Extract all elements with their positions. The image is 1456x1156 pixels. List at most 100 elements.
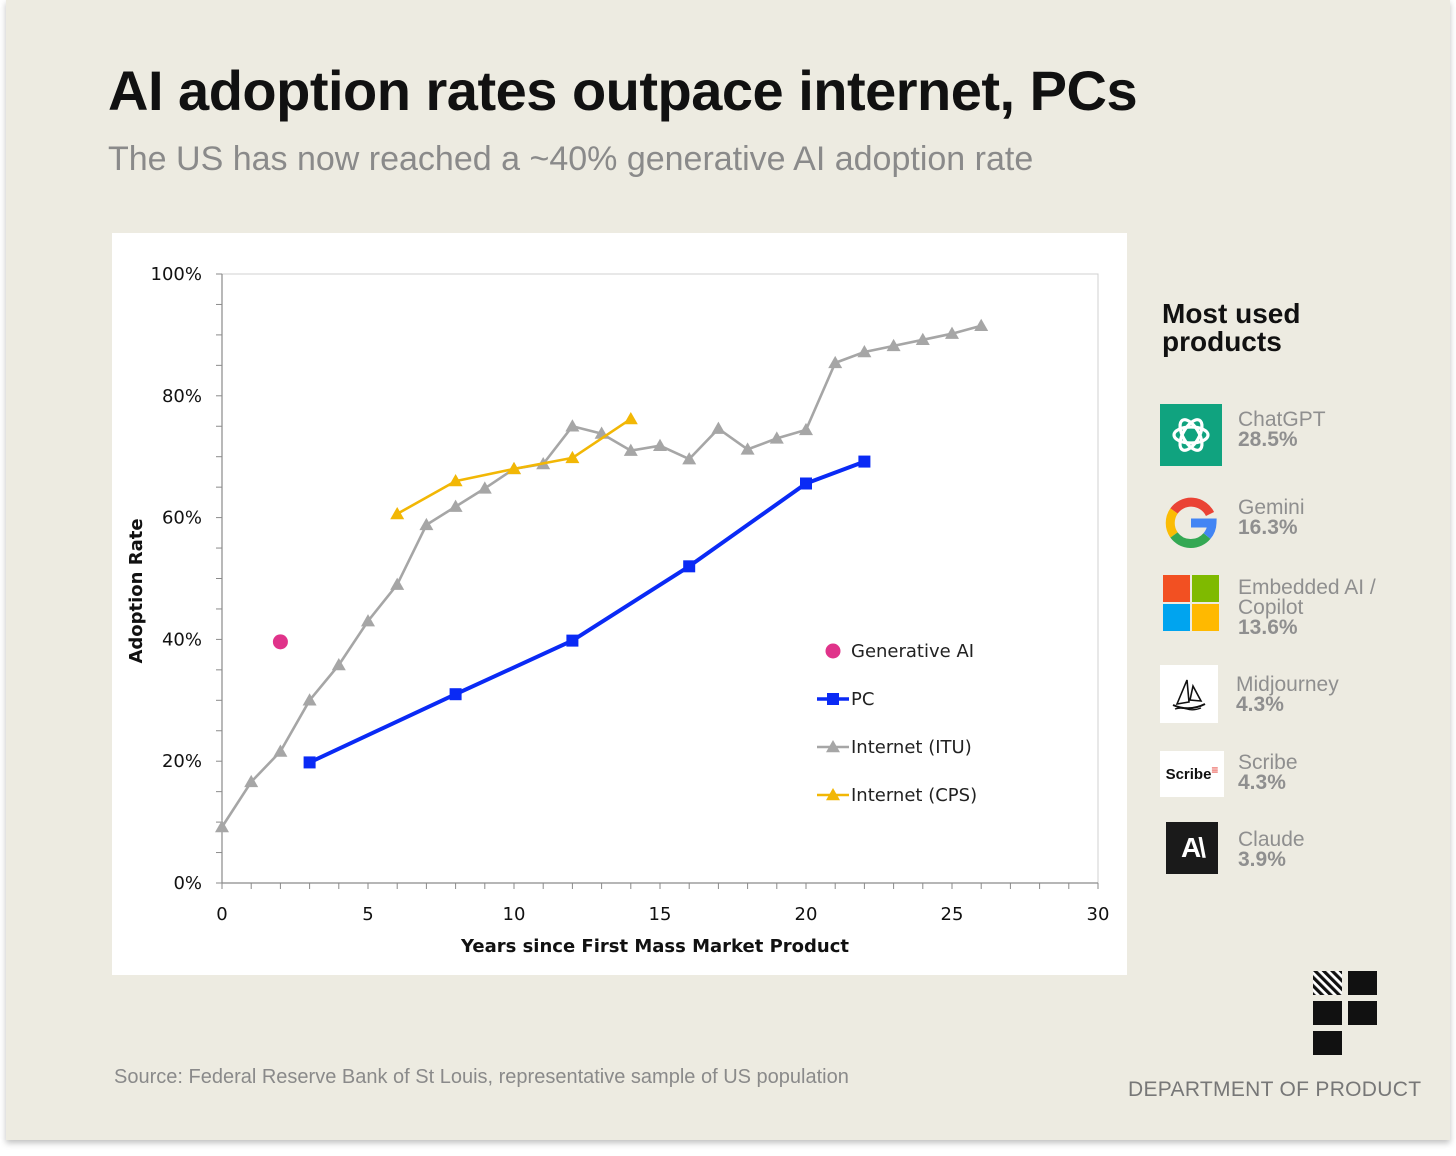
product-label: Scribe <box>1238 751 1298 774</box>
chart-panel: 0 5 10 15 20 25 30 0% 20% 40% 60% 80% 100% Generativ… <box>112 233 1127 975</box>
data-point-pc <box>303 756 316 769</box>
product-label: Midjourney <box>1236 673 1339 696</box>
data-point-internet-itu <box>361 614 375 627</box>
data-point-internet-itu <box>769 431 784 444</box>
data-point-internet-itu <box>273 744 288 757</box>
product-name: ChatGPT 28.5% <box>1238 408 1438 451</box>
data-point-internet-itu <box>828 355 843 369</box>
data-point-internet-itu <box>711 421 726 434</box>
chatgpt-logo-icon <box>1160 404 1222 466</box>
product-item-claude: A\ Claude 3.9% <box>1160 822 1440 892</box>
x-tick-label: 25 <box>941 904 964 925</box>
scribe-logo-text: Scribe <box>1165 765 1212 783</box>
y-tick-label: 20% <box>162 751 202 772</box>
product-item-midjourney: Midjourney 4.3% <box>1160 665 1440 735</box>
data-point-internet-itu <box>331 657 346 671</box>
data-point-internet-itu <box>244 774 259 788</box>
legend-marker-internet-cps <box>826 788 840 801</box>
legend-label-generative-ai: Generative AI <box>851 641 974 662</box>
product-share: 28.5% <box>1238 428 1298 451</box>
midjourney-logo-icon <box>1160 665 1218 723</box>
product-label: Claude <box>1238 828 1305 851</box>
product-name: Embedded AI / Copilot 13.6% <box>1238 576 1438 639</box>
series-pc <box>303 455 871 769</box>
product-share: 4.3% <box>1238 771 1286 794</box>
product-item-gemini: Gemini 16.3% <box>1160 492 1440 562</box>
data-point-pc <box>449 688 462 701</box>
data-point-internet-itu <box>682 452 697 465</box>
y-tick-label: 40% <box>162 629 202 650</box>
data-point-internet-itu <box>857 344 872 358</box>
data-point-internet-itu <box>390 577 405 590</box>
data-point-pc <box>858 455 871 468</box>
data-point-internet-itu <box>974 318 989 332</box>
data-point-internet-cps <box>565 450 580 464</box>
x-tick-label: 10 <box>503 904 526 925</box>
x-axis-title: Years since First Mass Market Product <box>460 936 849 957</box>
data-point-pc <box>566 634 579 647</box>
y-tick-label: 0% <box>173 873 202 894</box>
data-point-internet-itu <box>477 481 492 494</box>
product-item-chatgpt: ChatGPT 28.5% <box>1160 404 1440 474</box>
x-tick-label: 15 <box>649 904 672 925</box>
series-line-pc <box>308 459 866 765</box>
source-note: Source: Federal Reserve Bank of St Louis… <box>114 1066 849 1088</box>
data-point-internet-itu <box>302 693 317 706</box>
product-name: Gemini 16.3% <box>1238 496 1438 539</box>
data-point-internet-cps <box>623 411 638 425</box>
data-point-internet-itu <box>623 443 638 456</box>
product-label: Embedded AI / Copilot <box>1238 576 1376 619</box>
anthropic-logo-text: A\ <box>1181 832 1206 863</box>
page-subtitle: The US has now reached a ~40% generative… <box>108 140 1034 178</box>
y-tick-label: 80% <box>162 386 202 407</box>
x-tick-label: 5 <box>362 904 373 925</box>
legend-label-internet-itu: Internet (ITU) <box>851 737 972 758</box>
brand-name: DEPARTMENT OF PRODUCT <box>1128 1078 1422 1101</box>
scribe-logo-icon: Scribe ≡ <box>1160 751 1224 797</box>
series-internet-cps <box>390 411 638 520</box>
legend-label-internet-cps: Internet (CPS) <box>851 785 977 806</box>
product-name: Claude 3.9% <box>1238 828 1438 870</box>
product-share: 13.6% <box>1238 616 1298 639</box>
x-tick-label: 0 <box>216 904 227 925</box>
data-point-internet-itu <box>886 338 901 352</box>
legend-marker-pc <box>827 693 839 705</box>
anthropic-logo-icon: A\ <box>1166 822 1218 874</box>
data-point-internet-cps <box>448 474 463 487</box>
data-point-internet-itu <box>945 326 959 339</box>
product-label: ChatGPT <box>1238 408 1326 431</box>
data-point-internet-itu <box>565 419 580 432</box>
data-point-internet-itu <box>419 517 434 531</box>
chart-axes: 0 5 10 15 20 25 30 0% 20% 40% 60% 80% 100% <box>151 264 1110 925</box>
x-tick-label: 30 <box>1087 904 1110 925</box>
data-point-internet-itu <box>215 819 229 833</box>
product-share: 16.3% <box>1238 516 1298 539</box>
data-point-internet-cps <box>390 506 405 520</box>
data-point-internet-itu <box>915 332 930 346</box>
product-item-scribe: Scribe ≡ Scribe 4.3% <box>1160 751 1440 821</box>
adoption-chart: 0 5 10 15 20 25 30 0% 20% 40% 60% 80% 100% Generativ… <box>126 264 1110 957</box>
infographic-card: AI adoption rates outpace internet, PCs … <box>6 0 1450 1140</box>
x-tick-label: 20 <box>795 904 818 925</box>
series-generative-ai <box>272 634 288 650</box>
products-heading: Most used products <box>1162 298 1301 357</box>
product-share: 4.3% <box>1236 693 1284 716</box>
legend-marker-generative-ai <box>825 643 841 659</box>
data-point-internet-itu <box>740 442 755 455</box>
chart-series <box>215 318 989 833</box>
y-axis-title: Adoption Rate <box>126 518 147 663</box>
data-point-internet-itu <box>448 499 463 512</box>
microsoft-logo-icon <box>1160 572 1222 634</box>
data-point-internet-itu <box>653 438 667 451</box>
data-point-generative-ai <box>272 634 288 650</box>
y-tick-label: 60% <box>162 508 202 529</box>
series-internet-itu <box>215 318 989 833</box>
data-point-internet-cps <box>507 461 521 475</box>
chart-legend: Generative AI PC Internet (ITU) Internet (C… <box>817 641 977 806</box>
legend-label-pc: PC <box>851 689 874 710</box>
product-label: Gemini <box>1238 496 1305 519</box>
product-name: Scribe 4.3% <box>1238 751 1438 794</box>
legend-marker-internet-itu <box>826 740 840 753</box>
google-logo-icon <box>1160 492 1222 554</box>
product-name: Midjourney 4.3% <box>1236 673 1436 716</box>
